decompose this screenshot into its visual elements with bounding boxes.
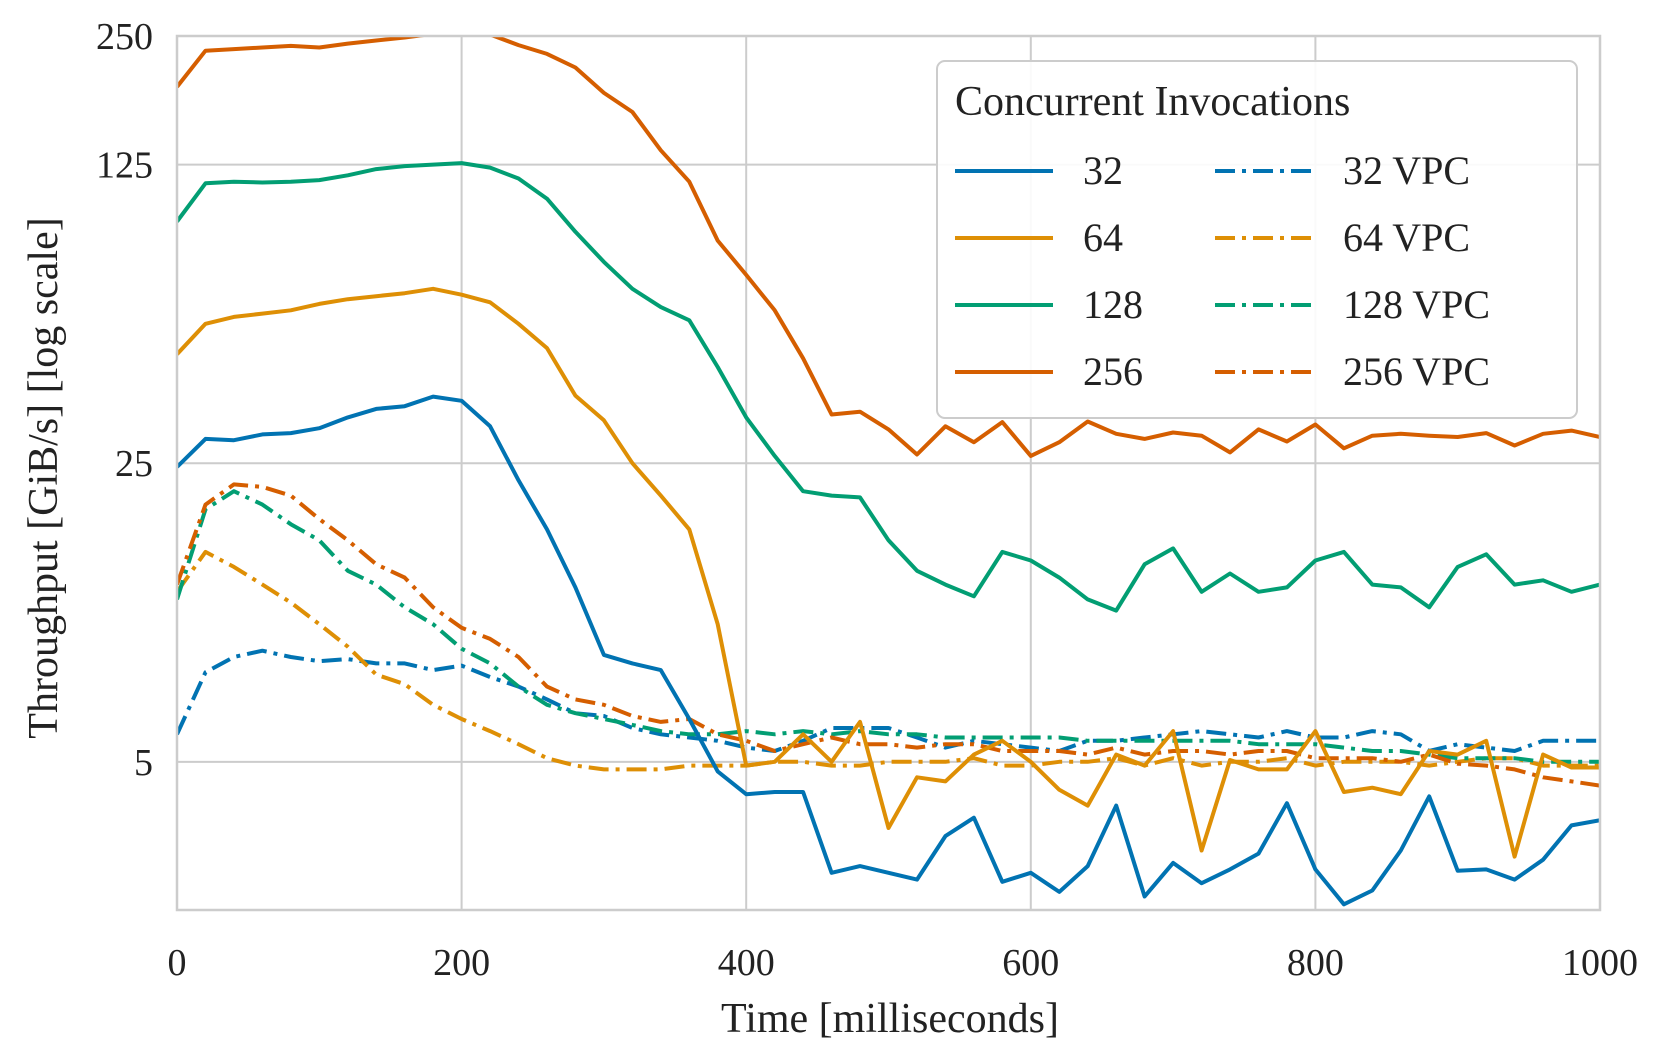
x-tick-label: 800: [1287, 942, 1344, 984]
x-tick-label: 200: [433, 942, 490, 984]
series-line-256-vpc: [177, 482, 1600, 788]
legend-label: 32: [1083, 148, 1123, 193]
tick-labels: 0 200 400 600 800 1000 5 25 125 250: [96, 16, 1638, 984]
legend-label: 64 VPC: [1343, 215, 1470, 260]
x-tick-label: 400: [718, 942, 775, 984]
legend-label: 128 VPC: [1343, 282, 1490, 327]
x-axis-label: Time [milliseconds]: [721, 996, 1059, 1042]
x-tick-label: 600: [1002, 942, 1059, 984]
y-axis-label: Throughput [GiB/s] [log scale]: [21, 217, 67, 738]
legend: Concurrent Invocations 32 64 128 256 32 VPC 6…: [936, 60, 1578, 419]
legend-label: 64: [1083, 215, 1123, 260]
y-tick-label: 25: [115, 443, 153, 485]
series-line-32: [177, 394, 1600, 907]
x-tick-label: 0: [168, 942, 187, 984]
y-tick-label: 125: [96, 145, 153, 187]
series-line-128-vpc: [177, 489, 1600, 764]
series-line-64: [177, 286, 1600, 859]
series-line-128: [177, 161, 1600, 613]
plot-frame: [175, 34, 1602, 912]
y-tick-label: 250: [96, 16, 153, 58]
legend-items: 32 64 128 256 32 VPC 64 VPC 128 VPC 256 VPC: [955, 148, 1490, 394]
y-tick-label: 5: [134, 742, 153, 784]
legend-label: 128: [1083, 282, 1143, 327]
x-tick-label: 1000: [1562, 942, 1638, 984]
legend-label: 256: [1083, 349, 1143, 394]
legend-title: Concurrent Invocations: [955, 79, 1350, 125]
legend-label: 256 VPC: [1343, 349, 1490, 394]
series-line-32-vpc: [177, 648, 1600, 753]
legend-label: 32 VPC: [1343, 148, 1470, 193]
series-lines: [177, 36, 1600, 907]
